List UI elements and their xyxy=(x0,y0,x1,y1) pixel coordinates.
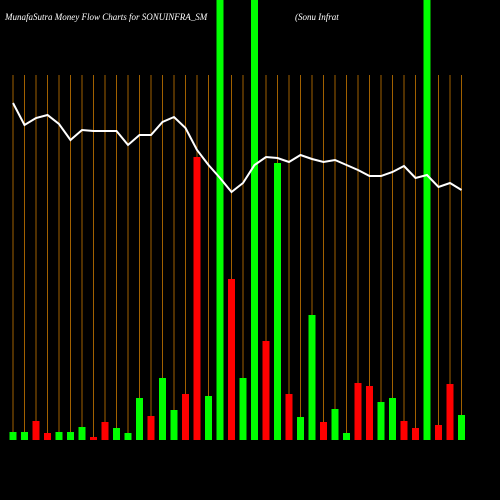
bar xyxy=(400,421,408,440)
bar xyxy=(182,394,189,440)
bar xyxy=(285,394,293,440)
bar xyxy=(216,0,224,440)
bar xyxy=(55,432,63,440)
bar xyxy=(297,417,304,440)
bar xyxy=(9,432,17,440)
chart-subtitle: (Sonu Infrat xyxy=(295,12,339,22)
chart-title: MunafaSutra Money Flow Charts for SONUIN… xyxy=(4,12,208,22)
bar xyxy=(228,279,235,440)
bar xyxy=(159,378,166,440)
bar xyxy=(170,410,178,440)
bar xyxy=(389,398,396,440)
bar xyxy=(101,422,109,440)
bar xyxy=(435,425,442,440)
bar xyxy=(446,384,454,440)
bar xyxy=(21,432,28,440)
bar xyxy=(90,437,97,440)
bar xyxy=(113,428,120,440)
bar xyxy=(239,378,247,440)
bar xyxy=(423,0,431,440)
bar xyxy=(274,163,281,440)
bar xyxy=(377,402,385,440)
bar xyxy=(458,415,465,440)
bar xyxy=(354,383,362,440)
bar xyxy=(262,341,270,440)
bar xyxy=(78,427,86,440)
bar xyxy=(308,315,316,440)
bar xyxy=(67,432,74,440)
bar xyxy=(147,416,155,440)
bar xyxy=(32,421,40,440)
bar xyxy=(331,409,339,440)
bar xyxy=(320,422,327,440)
bar xyxy=(44,433,51,440)
bar xyxy=(251,0,258,440)
bar xyxy=(124,433,132,440)
money-flow-line xyxy=(12,102,463,194)
bar xyxy=(205,396,212,440)
bar xyxy=(193,157,201,440)
bar xyxy=(412,428,419,440)
bar xyxy=(136,398,143,440)
bar xyxy=(366,386,373,440)
bar xyxy=(343,433,350,440)
